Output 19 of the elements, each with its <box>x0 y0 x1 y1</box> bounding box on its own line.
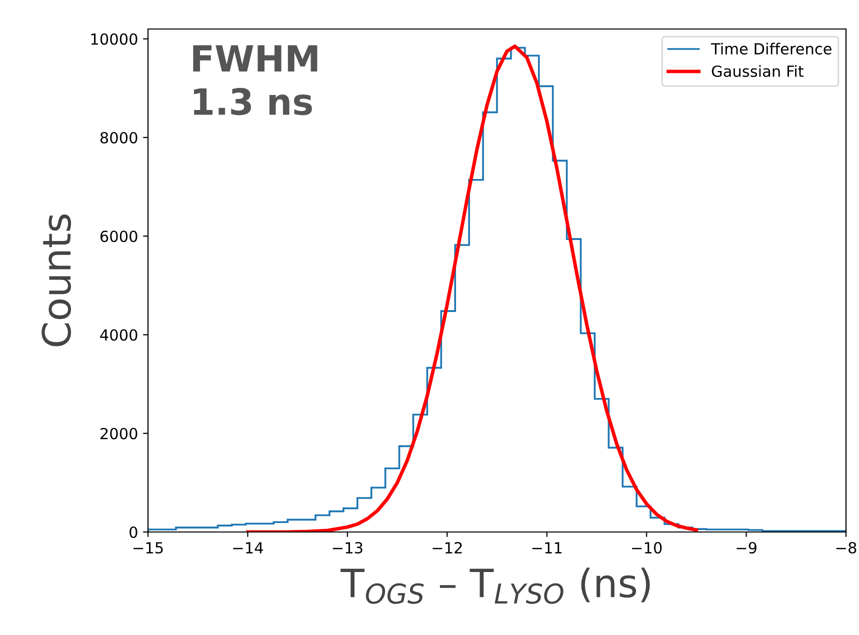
y-tick-label: 4000 <box>100 329 138 341</box>
x-tick-label: −10 <box>632 542 662 554</box>
x-tick-label: −9 <box>736 542 756 554</box>
x-tick-label: −13 <box>332 542 362 554</box>
x-tick-label: −14 <box>233 542 263 554</box>
x-tick-label: −11 <box>532 542 562 554</box>
annotation: FWHM 1.3 ns <box>193 45 318 116</box>
y-tick-label: 2000 <box>100 428 138 440</box>
y-tick-label: 6000 <box>100 230 138 242</box>
y-tick-label: 10000 <box>91 33 138 45</box>
legend-label: Time Difference <box>710 42 832 55</box>
x-axis-title: T$_{OGS}$ – T$_{LYSO}$ (ns) <box>340 568 650 604</box>
legend-label: Gaussian Fit <box>712 65 804 77</box>
x-tick-label: −12 <box>432 542 462 554</box>
y-tick-label: 0 <box>130 526 138 538</box>
x-tick-label: −15 <box>133 542 163 554</box>
y-tick-label: 8000 <box>100 132 138 144</box>
y-axis-title: Counts <box>42 214 72 346</box>
x-tick-label: −8 <box>836 542 856 554</box>
